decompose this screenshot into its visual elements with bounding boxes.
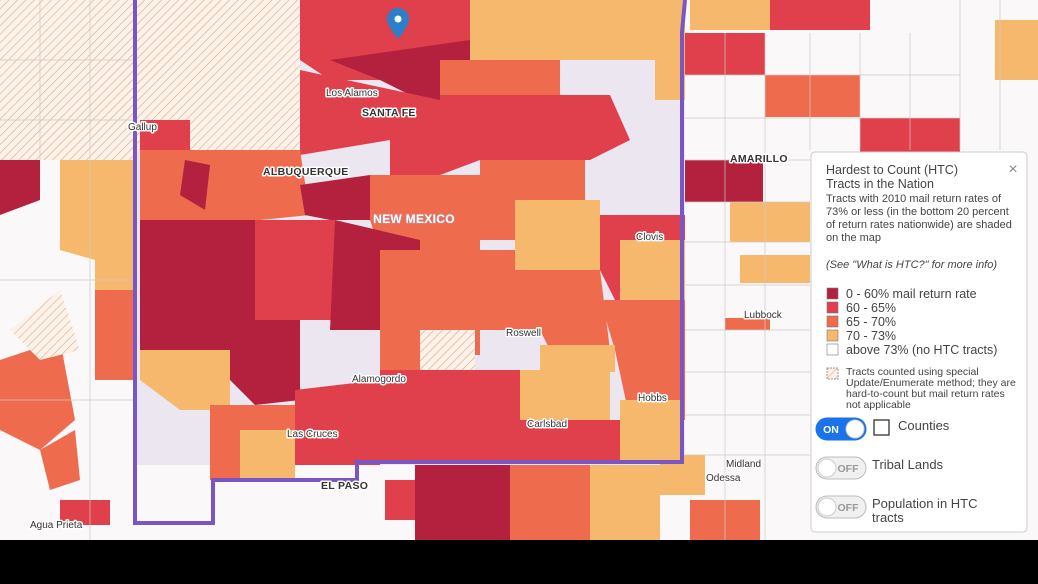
region-label: NEW MEXICO xyxy=(373,212,455,226)
city-label: Midland xyxy=(726,459,761,470)
toggle-switch[interactable]: OFF xyxy=(815,495,867,519)
legend-swatch xyxy=(826,315,839,328)
legend-label: 60 - 65% xyxy=(846,301,896,315)
toggle-state: ON xyxy=(823,424,839,436)
text-line: Tracts counted using special xyxy=(846,366,979,378)
location-pin[interactable] xyxy=(387,8,409,39)
city-label: SANTA FE xyxy=(362,107,416,119)
city-label: Carlsbad xyxy=(527,419,567,430)
legend-panel: Hardest to Count (HTC) Tracts in the Nati… xyxy=(810,151,1028,533)
text-line: Population in HTC xyxy=(872,496,978,511)
text-line: 73% or less (in the bottom 20 percent xyxy=(826,206,1009,218)
city-label: Los Alamos xyxy=(326,88,378,99)
legend-swatch xyxy=(826,287,839,300)
legend-label: 70 - 73% xyxy=(846,329,896,343)
close-button[interactable]: × xyxy=(1008,161,1017,178)
map-labels: NEW MEXICO Los Alamos SANTA FE Gallup AL… xyxy=(29,87,790,533)
text-line: hard-to-count but mail return rates xyxy=(846,388,1005,400)
toggle-knob xyxy=(817,458,837,478)
toggle-state: OFF xyxy=(838,463,860,475)
legend-description: Tracts with 2010 mail return rates of 73%… xyxy=(826,193,1012,244)
special-swatch xyxy=(826,367,839,380)
text-line: Update/Enumerate method; they are xyxy=(846,377,1016,389)
special-note: Tracts counted using special Update/Enume… xyxy=(846,366,1016,411)
checkbox[interactable] xyxy=(873,419,890,436)
toggle-label: Tribal Lands xyxy=(872,457,944,472)
text-line: on the map xyxy=(826,232,881,244)
text-line: Tracts with 2010 mail return rates of xyxy=(826,193,1002,205)
legend-label: above 73% (no HTC tracts) xyxy=(846,343,997,357)
text-line: of return rates nationwide) are shaded xyxy=(826,219,1012,231)
legend-label: 65 - 70% xyxy=(846,315,896,329)
toggle-label: Counties xyxy=(898,418,950,433)
toggle-knob xyxy=(817,497,837,517)
toggle-switch[interactable]: ON xyxy=(815,417,867,441)
toggle-label: Population in HTC tracts xyxy=(872,496,978,525)
toggle-switch[interactable]: OFF xyxy=(815,456,867,480)
city-label: Las Cruces xyxy=(287,429,338,440)
legend-swatch xyxy=(826,343,839,356)
text-line: Tracts in the Nation xyxy=(826,177,934,191)
text-line: Tribal Lands xyxy=(872,457,944,472)
legend-box xyxy=(810,151,1028,533)
legend-note: (See "What is HTC?" for more info) xyxy=(826,259,997,271)
letterbox xyxy=(0,540,1038,584)
legend-title: Hardest to Count (HTC) Tracts in the Nati… xyxy=(826,163,958,191)
city-label: Odessa xyxy=(706,473,741,484)
city-label: Alamogordo xyxy=(352,374,406,385)
toggle-knob xyxy=(845,419,865,439)
city-label: Lubbock xyxy=(744,310,783,321)
city-label: Clovis xyxy=(636,232,663,243)
city-label: Gallup xyxy=(128,122,157,133)
text-line: tracts xyxy=(872,510,904,525)
city-label: ALBUQUERQUE xyxy=(263,166,349,178)
legend-label: 0 - 60% mail return rate xyxy=(846,287,977,301)
city-label: Agua Prieta xyxy=(30,520,83,531)
city-label: AMARILLO xyxy=(730,153,788,165)
city-label: EL PASO xyxy=(321,480,368,492)
city-label: Roswell xyxy=(506,328,541,339)
text-line: (See "What is HTC?" for more info) xyxy=(826,259,997,271)
legend-swatch xyxy=(826,329,839,342)
toggle-state: OFF xyxy=(838,502,860,514)
legend-swatch xyxy=(826,301,839,314)
text-line: Hardest to Count (HTC) xyxy=(826,163,958,177)
text-line: not applicable xyxy=(846,399,911,411)
city-label: Hobbs xyxy=(638,393,667,404)
